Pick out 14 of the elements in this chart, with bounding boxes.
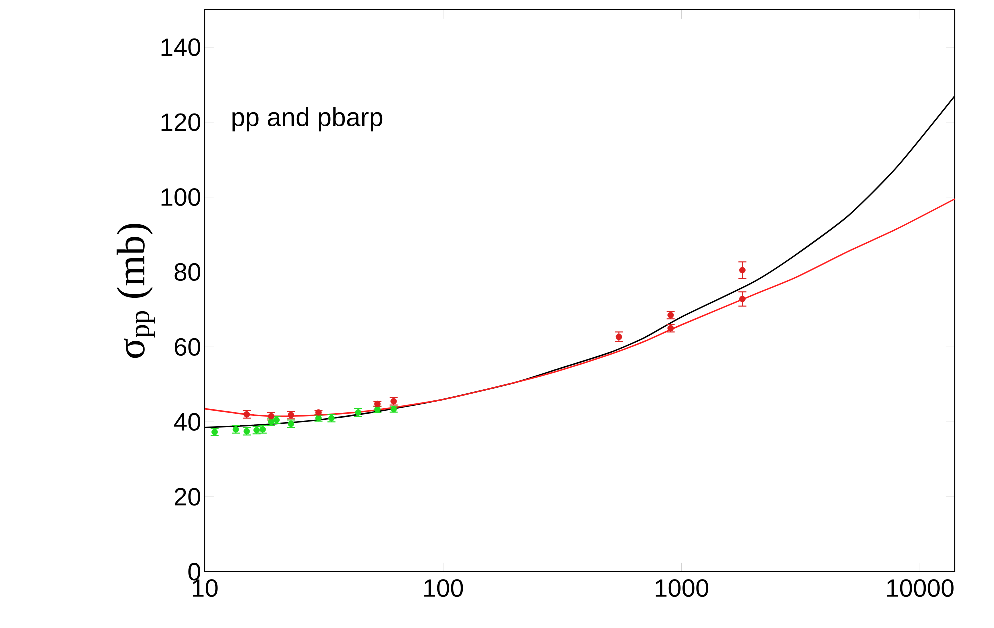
y-tick-label: 100 [162, 188, 201, 206]
y-tick-label: 120 [162, 114, 201, 132]
x-tick-label: 10000 [887, 580, 954, 598]
annotation: pp and pbarp [232, 108, 383, 132]
y-axis-title: σ$_{pp}$ (mb) [116, 224, 156, 358]
y-tick-label: 80 [174, 263, 201, 282]
y-tick-label: 40 [174, 413, 201, 431]
x-tick-label: 1000 [656, 580, 709, 598]
y-tick-label: 60 [175, 338, 201, 356]
y-tick-label: 20 [175, 488, 201, 506]
y-tick-label: 140 [162, 38, 201, 56]
x-tick-label: 100 [424, 580, 464, 598]
y-tick-label: 0 [188, 563, 201, 581]
x-tick-label: 10 [193, 580, 218, 598]
